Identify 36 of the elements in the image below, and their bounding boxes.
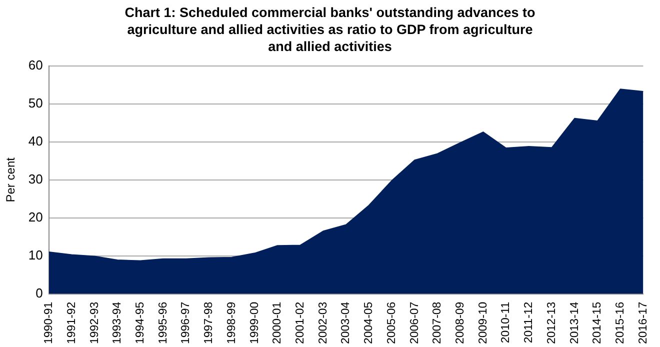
- chart-title: Chart 1: Scheduled commercial banks' outstanding advances to agriculture and allied activities as ratio to GDP from agriculture and allied activities: [124, 4, 536, 55]
- y-tick-label: 20: [28, 209, 43, 224]
- x-tick-label: 1993-94: [112, 301, 124, 344]
- x-tick-label: 2014-15: [592, 302, 604, 344]
- x-tick-label: 2012-13: [546, 302, 558, 344]
- x-tick-label: 2013-14: [568, 301, 581, 344]
- x-tick-label: 1997-98: [203, 302, 216, 344]
- x-tick-label: 2001-02: [294, 302, 306, 344]
- y-tick-label: 10: [28, 247, 43, 262]
- x-tick-label: 2008-09: [454, 302, 466, 344]
- x-tick-label: 2015-16: [614, 302, 627, 344]
- y-tick-label: 40: [28, 134, 43, 149]
- x-tick-label: 2007-08: [432, 302, 444, 344]
- y-tick-label: 50: [28, 96, 43, 111]
- x-tick-label: 1999-00: [248, 302, 261, 344]
- y-tick-label: 0: [36, 285, 43, 300]
- y-tick-label: 60: [28, 58, 43, 73]
- x-tick-label: 2000-01: [272, 302, 284, 344]
- y-tick-label: 30: [28, 171, 43, 186]
- x-tick-label: 2003-04: [340, 301, 352, 344]
- x-tick-label: 2011-12: [523, 302, 536, 344]
- x-tick-label: 1998-99: [226, 302, 238, 344]
- x-tick-label: 1994-95: [134, 302, 146, 344]
- x-tick-label: 1996-97: [180, 302, 192, 344]
- x-tick-label: 1992-93: [88, 302, 101, 344]
- x-tick-label: 2002-03: [317, 302, 330, 344]
- x-tick-label: 2004-05: [363, 302, 376, 344]
- y-axis-title: Per cent: [4, 156, 18, 202]
- x-tick-label: 2005-06: [386, 302, 398, 344]
- x-tick-label: 1991-92: [66, 302, 78, 344]
- x-tick-label: 2016-17: [637, 302, 650, 344]
- x-tick-label: 1995-96: [157, 302, 170, 344]
- x-tick-label: 1990-91: [43, 302, 56, 344]
- x-tick-label: 2010-11: [500, 302, 512, 344]
- x-tick-label: 2009-10: [477, 302, 490, 344]
- x-tick-label: 2006-07: [408, 302, 421, 344]
